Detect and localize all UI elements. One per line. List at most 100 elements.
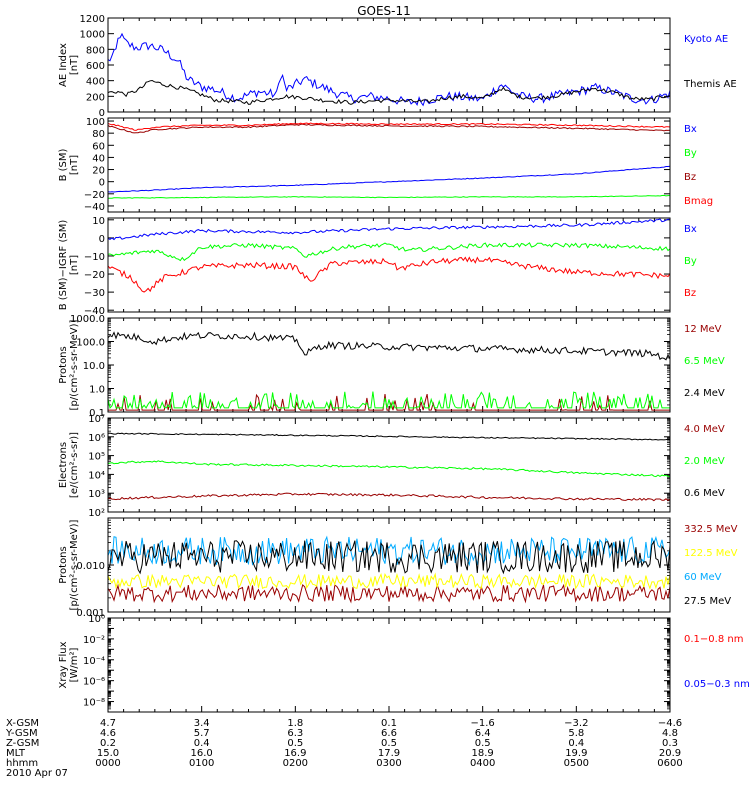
x-table-cell: 5.8 [568,728,584,739]
y-tick-label: 20 [92,166,105,177]
series-group [108,218,670,293]
y-tick-label: −10 [84,252,105,263]
x-table-cell: 0.2 [100,738,116,749]
x-table-cell: 0.3 [662,738,678,749]
y-tick-label: 10³ [88,489,105,500]
x-table-cell: −4.6 [658,718,682,729]
x-table-cell: 4.6 [100,728,116,739]
x-table-row-label: Y-GSM [5,728,38,739]
y-tick-label: 600 [86,61,105,72]
y-tick-label: 0.001 [76,608,105,619]
series-line-4-0-mev [108,492,670,502]
legend-entry: 122.5 MeV [684,548,738,559]
legend-entry: Kyoto AE [684,34,728,45]
y-axis-label: Xray Flux[W/m²] [58,641,80,688]
y-tick-label: −20 [84,190,105,201]
legend-entry: 2.4 MeV [684,388,725,399]
date-label: 2010 Apr 07 [6,768,68,779]
y-tick-label: 0 [99,234,105,245]
y-tick-label: 10² [88,508,105,519]
y-axis-label: AE Index[nT] [58,43,80,87]
chart-title: GOES-11 [357,4,411,18]
y-tick-label: 1200 [80,14,105,25]
panel-protons_low: 0.1 1.0 10.0 100.0 1000.0Protons[p/(cm²-s-sr… [58,314,725,419]
x-table-cell: 0200 [283,758,308,769]
legend-entry: Bz [684,288,696,299]
legend-entry: 332.5 MeV [684,524,738,535]
x-table-cell: 0.5 [381,738,397,749]
x-table-cell: 0400 [470,758,495,769]
legend-entry: 27.5 MeV [684,596,731,607]
x-table-cell: 4.8 [662,728,678,739]
x-table-cell: 1.8 [287,718,303,729]
series-line-themis-ae [108,79,670,105]
y-tick-label: 0.010 [76,561,105,572]
y-tick-label: 40 [92,153,105,164]
series-line-0-6-mev [108,432,670,441]
x-table-cell: 5.7 [194,728,210,739]
x-table-cell: 4.7 [100,718,116,729]
panel-frame [107,517,671,613]
x-table-row-label: Z-GSM [6,738,39,749]
y-tick-label: 1000 [80,30,105,41]
series-line-332-5-mev [108,583,670,604]
x-table-cell: 3.4 [194,718,210,729]
y-tick-label: 400 [86,77,105,88]
series-group [108,535,670,604]
y-tick-label: 10⁵ [88,452,105,463]
x-table-cell: 16.9 [284,748,306,759]
y-tick-label: 80 [92,129,105,140]
legend-entry: 4.0 MeV [684,424,725,435]
x-table-cell: 0600 [657,758,682,769]
y-axis-label: Electrons[e/(cm²-s-sr)] [58,432,80,498]
x-table-cell: −3.2 [564,718,588,729]
x-table-cell: 15.0 [97,748,119,759]
series-line-bz [108,123,670,134]
panel-frame [107,617,671,713]
x-table-cell: 0.4 [194,738,210,749]
y-tick-label: 10⁻⁶ [83,677,105,688]
series-line-bx [108,218,670,241]
y-tick-label: 10.0 [83,361,105,372]
x-table-cell: 0000 [95,758,120,769]
panel-bigrf: −40 −30 −20 −10 0 10 B (SM)−IGRF (SM)[nT] Bx By B… [58,216,697,317]
x-table-cell: 0100 [189,758,214,769]
series-line-bx [108,165,670,193]
x-table-cell: −1.6 [471,718,495,729]
legend-entry: Bmag [684,196,713,207]
y-tick-label: 0 [99,108,105,119]
series-line-122-5-mev [108,572,670,590]
legend-entry: Bx [684,124,697,135]
legend-entry: 2.0 MeV [684,456,725,467]
legend-entry: By [684,148,697,159]
legend-entry: 0.6 MeV [684,488,725,499]
x-table-cell: 18.9 [472,748,494,759]
x-table-cell: 0.4 [568,738,584,749]
series-group [108,331,670,412]
y-tick-label: 1000.0 [70,314,105,325]
y-axis-label: Protons[p/(cm²-s-sr-MeV)] [58,319,80,410]
series-line-by [108,242,670,262]
x-table-row-label: X-GSM [6,718,39,729]
legend-entry: 6.5 MeV [684,356,725,367]
y-axis-label: Protons[p/(cm²-s-sr-MeV)] [58,519,80,610]
series-line-6-5-mev [108,391,670,410]
series-line-2-0-mev [108,460,670,478]
legend-entry: 12 MeV [684,324,722,335]
panel-frame [107,417,671,513]
y-tick-label: −40 [84,202,105,213]
y-tick-label: 10⁻⁸ [83,698,105,709]
x-table-row-label: hhmm [6,758,38,769]
series-line-by [108,194,670,199]
y-tick-label: 0.1 [89,408,105,419]
y-tick-label: −20 [84,270,105,281]
y-tick-label: 0 [99,178,105,189]
y-tick-label: −30 [84,288,105,299]
y-tick-label: 10⁰ [88,614,105,625]
y-tick-label: −40 [84,306,105,317]
y-axis-label: B (SM)[nT] [58,148,80,181]
y-tick-label: 10⁻² [83,635,105,646]
